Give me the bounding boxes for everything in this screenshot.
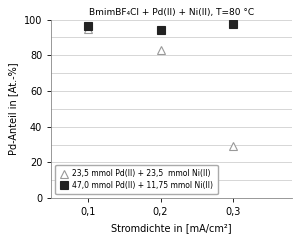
23,5 mmol Pd(II) + 23,5  mmol Ni(II) — [159, 48, 162, 51]
47,0 mmol Pd(II) + 11,75 mmol Ni(II) — [86, 24, 89, 27]
Line: 47,0 mmol Pd(II) + 11,75 mmol Ni(II): 47,0 mmol Pd(II) + 11,75 mmol Ni(II) — [83, 20, 238, 34]
23,5 mmol Pd(II) + 23,5  mmol Ni(II) — [232, 145, 235, 148]
Line: 23,5 mmol Pd(II) + 23,5  mmol Ni(II): 23,5 mmol Pd(II) + 23,5 mmol Ni(II) — [83, 25, 238, 150]
Title: BmimBF₄Cl + Pd(II) + Ni(II), T=80 °C: BmimBF₄Cl + Pd(II) + Ni(II), T=80 °C — [89, 8, 254, 17]
Y-axis label: Pd-Anteil in [At.-%]: Pd-Anteil in [At.-%] — [8, 62, 18, 155]
X-axis label: Stromdichte in [mA/cm²]: Stromdichte in [mA/cm²] — [111, 223, 232, 233]
47,0 mmol Pd(II) + 11,75 mmol Ni(II) — [159, 29, 162, 32]
Legend: 23,5 mmol Pd(II) + 23,5  mmol Ni(II), 47,0 mmol Pd(II) + 11,75 mmol Ni(II): 23,5 mmol Pd(II) + 23,5 mmol Ni(II), 47,… — [55, 165, 217, 194]
47,0 mmol Pd(II) + 11,75 mmol Ni(II) — [232, 22, 235, 25]
23,5 mmol Pd(II) + 23,5  mmol Ni(II) — [86, 28, 89, 31]
